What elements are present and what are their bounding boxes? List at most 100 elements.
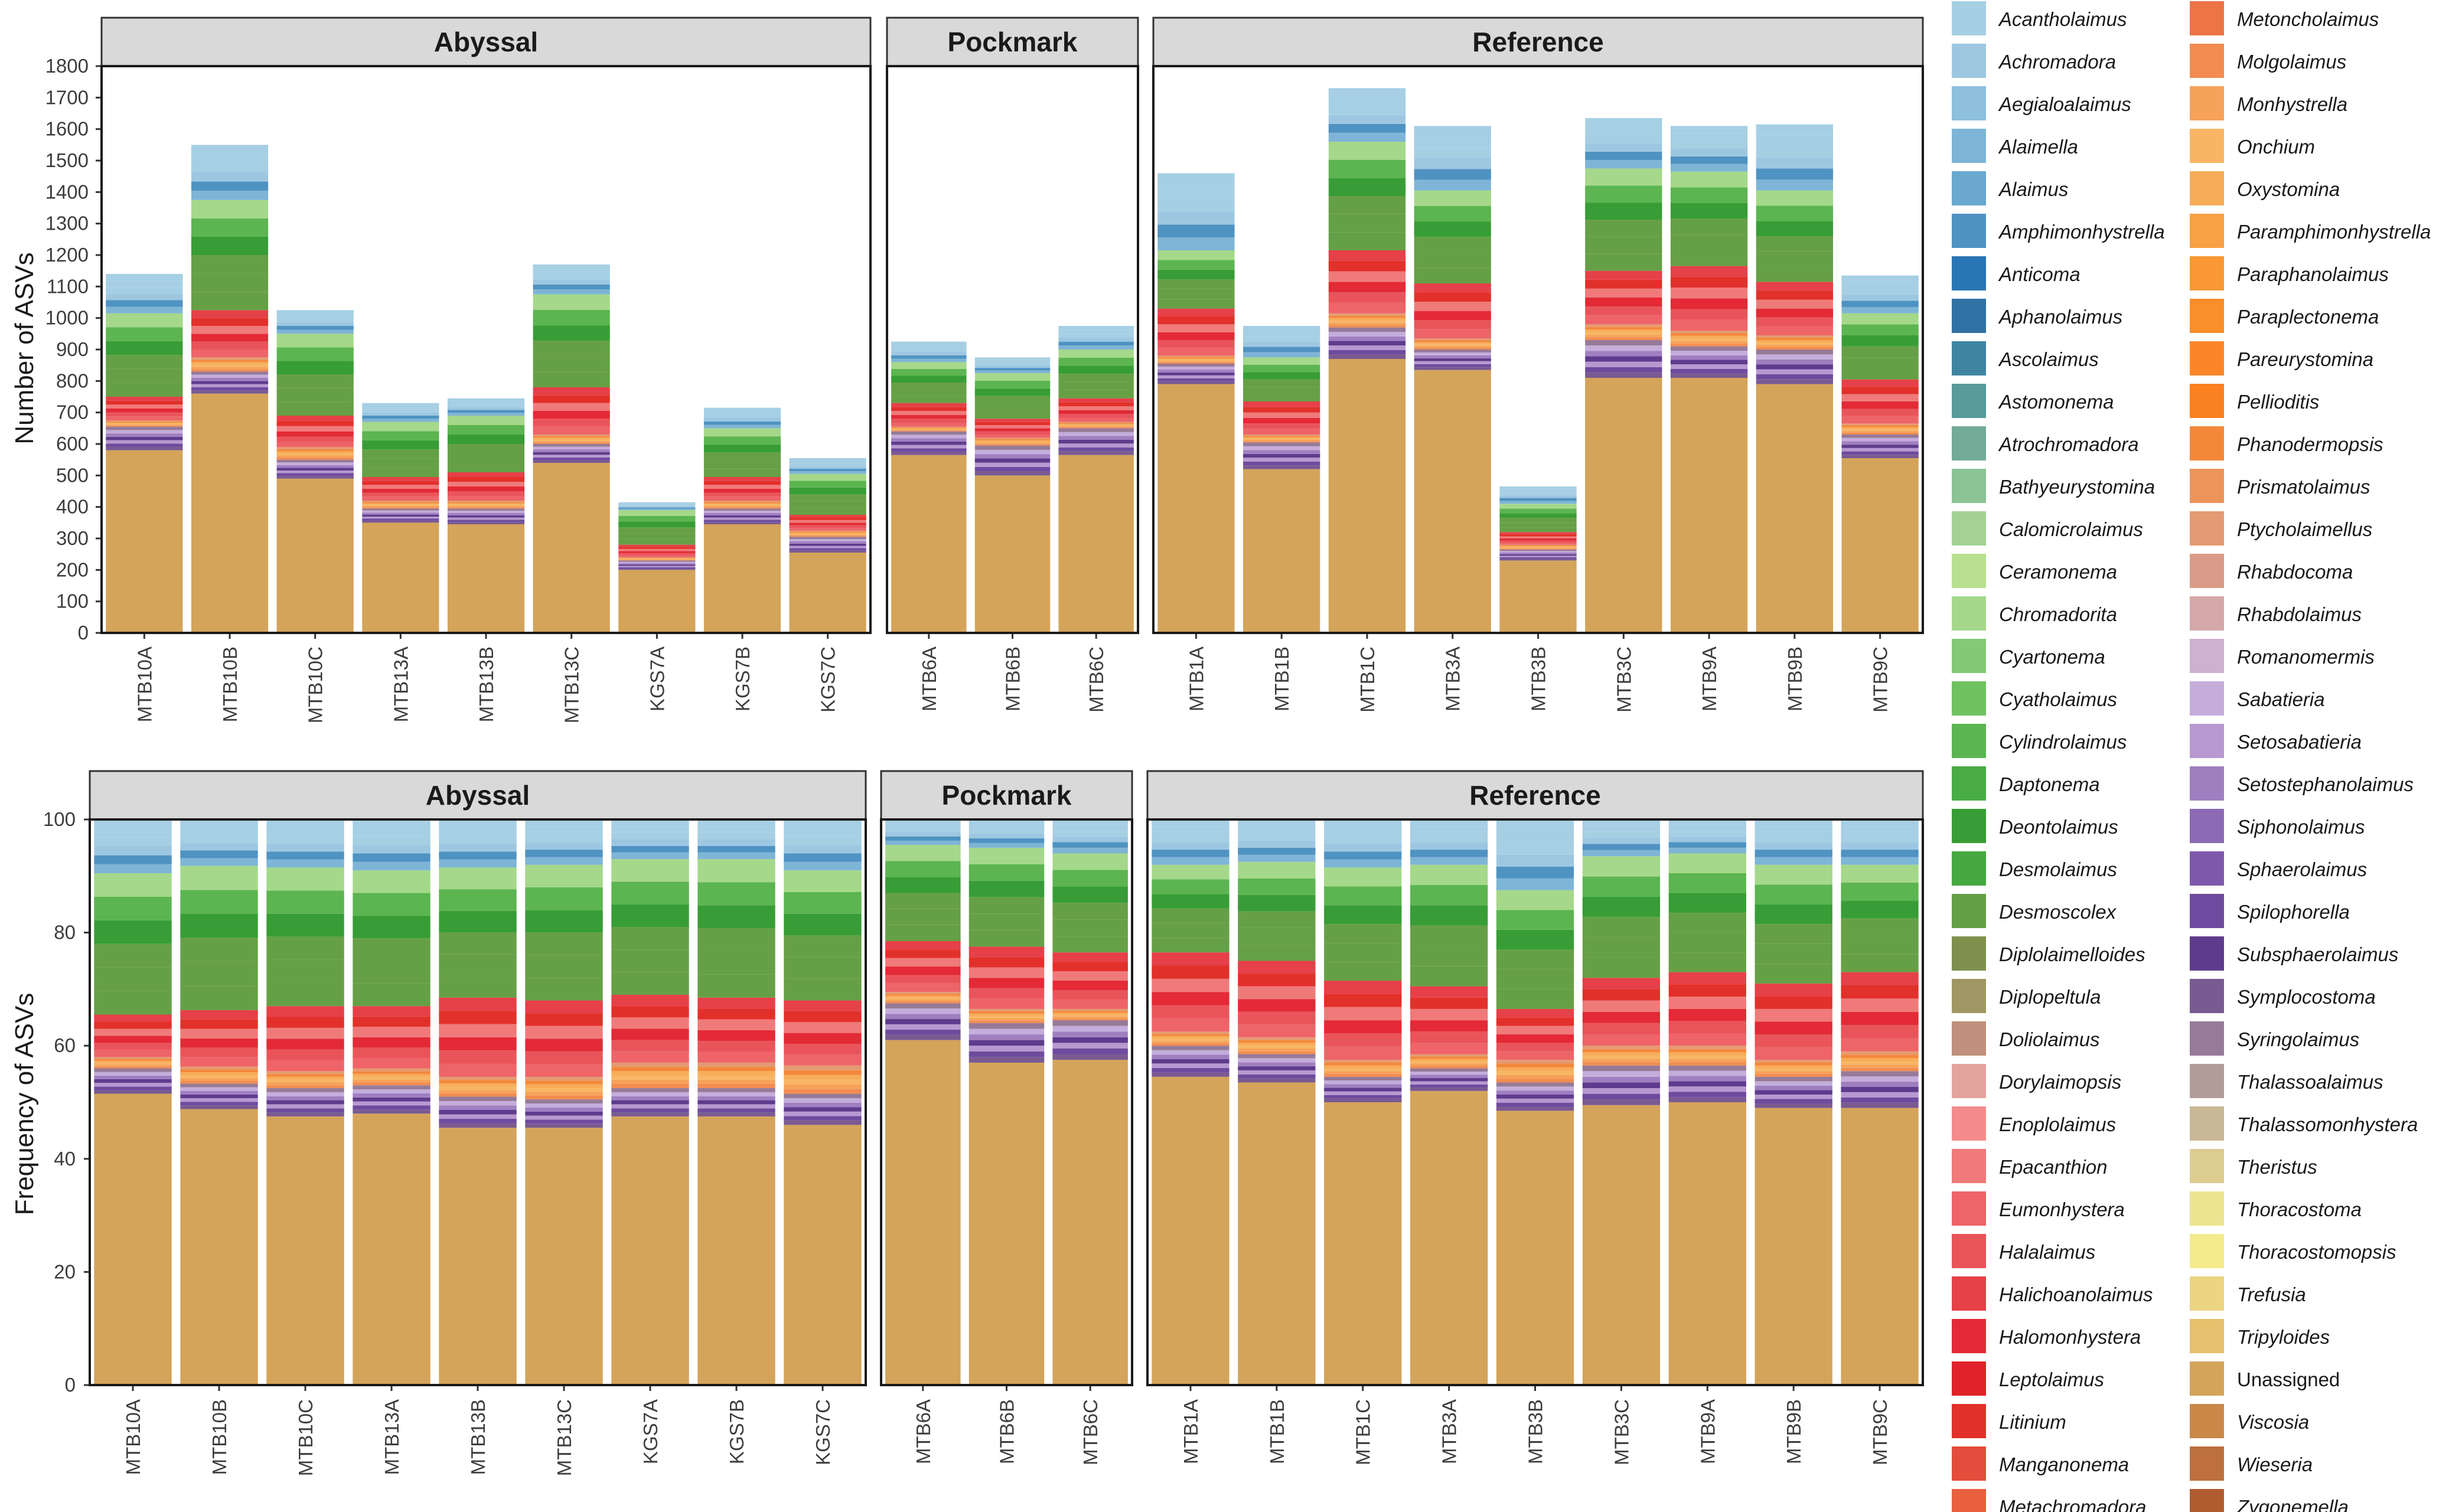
top-bar-segment-KGS7B (703, 485, 781, 489)
bottom-bar-segment-KGS7A (611, 927, 689, 950)
top-bar-segment-KGS7B (703, 421, 781, 425)
legend-label-ascolaimus: Ascolaimus (1998, 348, 2099, 370)
legend-label-ptycholaimellus: Ptycholaimellus (2237, 518, 2372, 540)
top-bar-segment-MTB9A (1670, 218, 1748, 235)
bottom-bar-segment-MTB9C (1841, 972, 1919, 986)
top-bar-segment-MTB1B (1243, 453, 1320, 458)
bottom-bar-segment-MTB3A (1410, 1068, 1488, 1072)
top-bar-segment-MTB13A (362, 507, 439, 509)
top-bar-segment-MTB10B (191, 371, 269, 375)
top-bar-segment-MTB13C (533, 455, 610, 458)
top-bar-segment-MTB1C (1328, 313, 1406, 316)
bottom-bar-segment-MTB6B (968, 1051, 1045, 1057)
top-bar-segment-KGS7A (618, 570, 696, 633)
bottom-bar-segment-MTB9C (1841, 1051, 1919, 1055)
bottom-bar-segment-KGS7C (784, 1089, 862, 1094)
bottom-bar-segment-MTB10B (180, 986, 258, 1010)
top-bar-segment-MTB9B (1756, 354, 1833, 360)
bottom-bar-segment-MTB3A (1410, 925, 1488, 946)
top-bar-segment-MTB3A (1414, 136, 1491, 148)
top-bar-segment-MTB10A (106, 409, 183, 413)
top-bar-segment-MTB6B (974, 370, 1051, 373)
top-bar-segment-MTB6A (891, 383, 967, 390)
top-x-tick-label-MTB10A: MTB10A (133, 646, 155, 722)
top-y-tick-label: 1700 (45, 86, 89, 108)
bottom-bar-segment-MTB6C (1052, 1048, 1128, 1054)
bottom-bar-segment-MTB3B (1496, 1106, 1574, 1111)
legend-swatch-ascolaimus (1952, 341, 1986, 375)
top-bar-segment-MTB13A (362, 468, 439, 477)
bottom-bar-segment-MTB3C (1582, 1105, 1661, 1385)
bottom-bar-segment-MTB10A (94, 991, 172, 1015)
bottom-bar-segment-MTB13C (525, 910, 603, 933)
top-bar-segment-MTB9B (1756, 168, 1833, 179)
bottom-bar-segment-MTB10B (180, 1083, 258, 1088)
top-bar-segment-MTB6C (1058, 425, 1134, 426)
legend-swatch-astomonema (1952, 384, 1986, 418)
bottom-bar-segment-MTB10C (266, 1108, 344, 1113)
top-bar-segment-KGS7A (618, 502, 696, 504)
top-bar-segment-MTB6C (1058, 341, 1134, 346)
legend-label-bathyeurystomina: Bathyeurystomina (1999, 476, 2155, 498)
bottom-bar-segment-KGS7A (611, 1083, 689, 1089)
legend-swatch-dorylaimopsis (1952, 1064, 1986, 1098)
bottom-bar-segment-KGS7A (611, 852, 689, 860)
bottom-bar-segment-MTB13A (353, 1027, 431, 1037)
legend-swatch-halalaimus (1952, 1234, 1986, 1268)
bottom-bar-segment-MTB13A (353, 819, 431, 828)
bottom-bar-segment-KGS7C (784, 1093, 862, 1099)
bottom-bar-segment-KGS7A (611, 826, 689, 833)
bottom-bar-segment-MTB10C (266, 1076, 344, 1080)
top-bar-segment-KGS7A (618, 521, 696, 528)
bottom-bar-segment-KGS7B (697, 1108, 775, 1113)
top-bar-segment-MTB9A (1670, 346, 1748, 351)
top-bar-segment-MTB10B (191, 154, 269, 164)
top-strip-label: Abyssal (434, 27, 538, 57)
top-bar-segment-MTB3B (1499, 508, 1577, 514)
top-bar-segment-MTB3B (1499, 498, 1577, 501)
top-bar-segment-MTB3A (1414, 302, 1491, 311)
top-bar-segment-MTB9B (1756, 251, 1833, 267)
bottom-bar-segment-MTB1A (1152, 923, 1230, 938)
bottom-bar-segment-KGS7B (697, 839, 775, 846)
top-bar-segment-MTB13B (447, 486, 525, 491)
bottom-bar-segment-MTB1B (1238, 1062, 1316, 1067)
bottom-bar-segment-MTB13A (353, 828, 431, 837)
bottom-bar-segment-MTB3C (1582, 957, 1661, 978)
top-bar-segment-MTB6B (974, 365, 1051, 368)
bottom-bar-segment-MTB10A (94, 837, 172, 847)
bottom-bar-segment-MTB10B (180, 1075, 258, 1078)
bottom-bar-segment-MTB13B (439, 1090, 517, 1093)
top-bar-segment-MTB9A (1670, 331, 1748, 334)
bottom-bar-segment-KGS7B (697, 1071, 775, 1076)
top-bar-segment-MTB6B (974, 360, 1051, 363)
bottom-bar-segment-KGS7B (697, 1075, 775, 1080)
bottom-bar-segment-KGS7C (784, 1011, 862, 1023)
top-bar-segment-MTB6C (1058, 382, 1134, 390)
top-bar-segment-MTB6B (974, 454, 1051, 459)
bottom-bar-segment-MTB1B (1238, 1082, 1316, 1385)
bottom-bar-segment-MTB10B (180, 1028, 258, 1039)
bottom-bar-segment-MTB13C (525, 1111, 603, 1116)
top-bar-segment-MTB13C (533, 426, 610, 435)
top-bar-segment-MTB13A (362, 502, 439, 504)
bottom-bar-segment-MTB10B (180, 1019, 258, 1029)
bottom-bar-segment-MTB1A (1152, 842, 1230, 850)
bottom-bar-segment-MTB3C (1582, 1093, 1661, 1100)
top-bar-segment-MTB10A (106, 420, 183, 422)
top-bar-segment-MTB6B (974, 411, 1051, 419)
top-bar-segment-MTB13B (447, 472, 525, 477)
top-bar-segment-MTB6A (891, 445, 967, 449)
top-bar-segment-MTB10A (106, 425, 183, 427)
bottom-panel-border-pockmark (880, 818, 1133, 1386)
bottom-bar-segment-MTB1B (1238, 1074, 1316, 1079)
bottom-bar-segment-MTB6C (1052, 819, 1128, 825)
top-bar-segment-MTB13B (447, 477, 525, 482)
legend-swatch-sabatieria (2190, 681, 2224, 716)
top-bar-segment-KGS7A (618, 544, 696, 547)
bottom-bar-segment-MTB9A (1668, 997, 1746, 1009)
bottom-bar-segment-KGS7C (784, 891, 862, 914)
top-bar-segment-MTB13C (533, 440, 610, 443)
top-bar-segment-MTB9C (1841, 416, 1919, 424)
top-bar-segment-MTB10A (106, 416, 183, 420)
